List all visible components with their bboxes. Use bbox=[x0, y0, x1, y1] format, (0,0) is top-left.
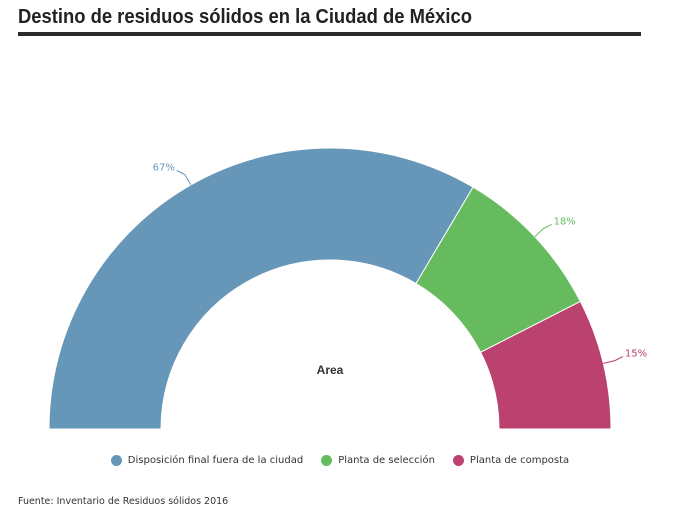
data-label-1: 18% bbox=[554, 216, 576, 227]
leader-line-0 bbox=[176, 170, 192, 186]
leader-line-1 bbox=[534, 223, 552, 238]
center-label: Area bbox=[317, 363, 344, 377]
legend-swatch-2 bbox=[452, 455, 464, 466]
title-divider bbox=[18, 32, 641, 36]
chart-title: Destino de residuos sólidos en la Ciudad… bbox=[18, 6, 472, 28]
legend-label-2: Planta de composta bbox=[469, 455, 570, 466]
data-label-2: 15% bbox=[625, 349, 647, 360]
legend-label-0: Disposición final fuera de la ciudad bbox=[127, 455, 304, 466]
chart-legend: Disposición final fuera de la ciudad Plan… bbox=[0, 455, 680, 466]
legend-label-1: Planta de selección bbox=[338, 455, 435, 466]
legend-swatch-1 bbox=[321, 455, 333, 466]
legend-item-1[interactable]: Planta de selección bbox=[321, 455, 435, 466]
legend-item-2[interactable]: Planta de composta bbox=[452, 455, 570, 466]
slice-2[interactable] bbox=[479, 300, 612, 430]
slice-0[interactable] bbox=[48, 147, 474, 430]
legend-swatch-0 bbox=[110, 455, 122, 466]
data-label-0: 67% bbox=[153, 162, 175, 173]
legend-item-0[interactable]: Disposición final fuera de la ciudad bbox=[110, 455, 304, 466]
source-note: Fuente: Inventario de Residuos sólidos 2… bbox=[18, 496, 229, 507]
leader-line-2 bbox=[603, 356, 624, 364]
